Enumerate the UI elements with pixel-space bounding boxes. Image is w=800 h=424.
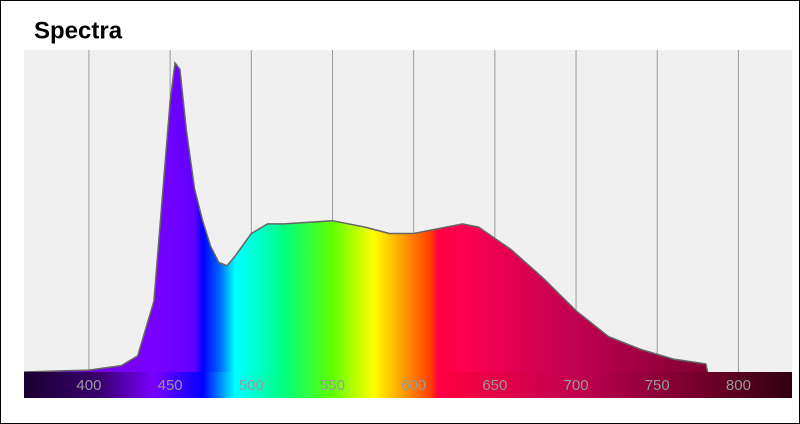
x-tick-label: 400 [76, 377, 101, 394]
spectrum-area [24, 62, 708, 373]
x-tick-label: 700 [564, 377, 589, 394]
x-tick-label: 500 [239, 377, 264, 394]
wavelength-bar [24, 372, 792, 398]
spectrum-line [23, 60, 709, 373]
x-tick-label: 600 [401, 377, 426, 394]
x-tick-label: 550 [320, 377, 345, 394]
chart-title: Spectra [34, 17, 123, 44]
x-tick-label: 450 [158, 377, 183, 394]
x-tick-label: 750 [645, 377, 670, 394]
x-tick-label: 650 [482, 377, 507, 394]
x-tick-label: 800 [726, 377, 751, 394]
